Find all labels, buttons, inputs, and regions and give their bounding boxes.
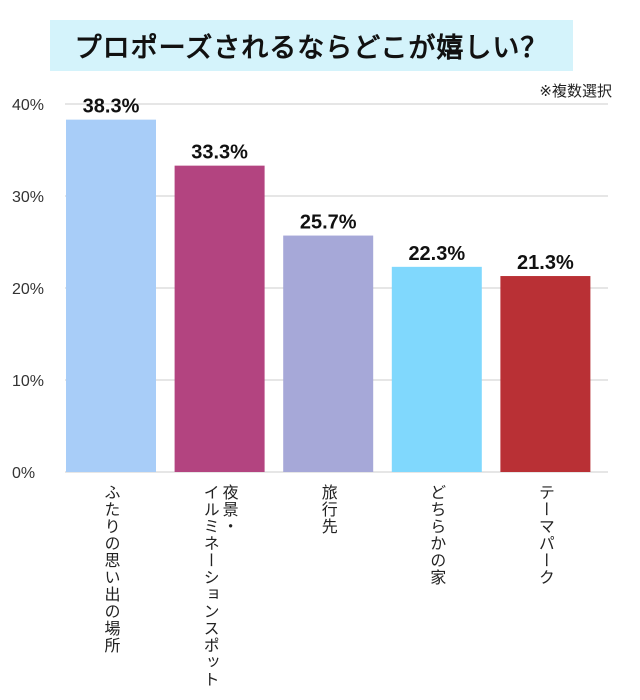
x-tick-label: 夜景・ イルミネーションスポット — [200, 484, 239, 688]
data-label: 22.3% — [408, 243, 465, 265]
y-tick-label: 20% — [12, 281, 44, 298]
y-tick-label: 10% — [12, 373, 44, 390]
bar — [391, 266, 482, 472]
data-label: 33.3% — [191, 142, 248, 164]
data-label: 21.3% — [517, 252, 574, 274]
multiple-choice-note: ※複数選択 — [539, 82, 612, 100]
data-label: 25.7% — [300, 212, 357, 234]
bar — [500, 276, 591, 472]
title-banner: プロポーズされるならどこが嬉しい？ — [50, 20, 573, 71]
bar — [66, 119, 156, 472]
bar — [174, 165, 265, 472]
x-tick-label: ふたりの思い出の場所 — [101, 484, 121, 654]
x-tick-label: テーマパーク — [535, 484, 555, 586]
data-label: 38.3% — [83, 96, 140, 118]
bar — [283, 235, 374, 472]
x-tick-label: 旅行先 — [318, 484, 338, 535]
chart-title: プロポーズされるならどこが嬉しい？ — [74, 33, 549, 64]
y-tick-label: 0% — [12, 465, 35, 482]
y-tick-label: 40% — [12, 97, 44, 114]
y-tick-label: 30% — [12, 189, 44, 206]
x-tick-label: どちらかの家 — [427, 484, 447, 586]
